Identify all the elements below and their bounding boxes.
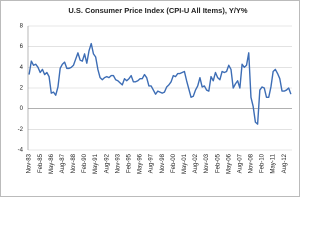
x-tick-label: Feb-10: [260, 153, 266, 173]
x-tick-label: Aug-07: [237, 153, 243, 173]
x-tick-label: Aug-87: [60, 153, 66, 173]
x-tick-label: Aug-97: [149, 153, 155, 173]
x-tick-label: Aug-92: [104, 153, 110, 173]
line-series: [28, 42, 292, 125]
x-tick-label: Feb-95: [127, 153, 133, 173]
y-tick-label: 2: [20, 86, 24, 92]
y-tick-label: -2: [18, 127, 24, 133]
x-tick-label: May-86: [49, 153, 55, 174]
y-tick-label: -4: [18, 148, 24, 154]
chart-frame: [0, 0, 300, 197]
x-tick-label: Nov-83: [27, 153, 33, 173]
x-tick-label: Feb-85: [38, 153, 44, 173]
chart: U.S. Consumer Price Index (CPI-U All Ite…: [0, 0, 300, 197]
chart-title: U.S. Consumer Price Index (CPI-U All Ite…: [68, 6, 248, 15]
x-tick-label: Nov-08: [249, 153, 255, 173]
x-tick-label: Nov-93: [115, 153, 121, 173]
y-tick-label: 6: [20, 44, 24, 50]
x-tick-label: Feb-90: [82, 153, 88, 173]
y-tick-label: 0: [20, 106, 24, 112]
x-tick-label: May-96: [138, 153, 144, 174]
x-tick-label: Feb-05: [215, 153, 221, 173]
x-tick-label: Aug-12: [282, 153, 288, 173]
x-tick-label: May-06: [226, 153, 232, 174]
x-tick-label: Aug-02: [193, 153, 199, 173]
x-tick-label: Nov-98: [160, 153, 166, 173]
x-tick-label: Nov-88: [71, 153, 77, 173]
x-tick-label: May-91: [93, 153, 99, 174]
x-tick-label: Nov-03: [204, 153, 210, 173]
y-tick-label: 8: [20, 24, 24, 30]
x-tick-label: May-11: [271, 153, 277, 173]
y-tick-label: 4: [20, 65, 24, 71]
x-tick-label: Feb-00: [171, 153, 177, 173]
x-tick-label: May-01: [182, 153, 188, 174]
